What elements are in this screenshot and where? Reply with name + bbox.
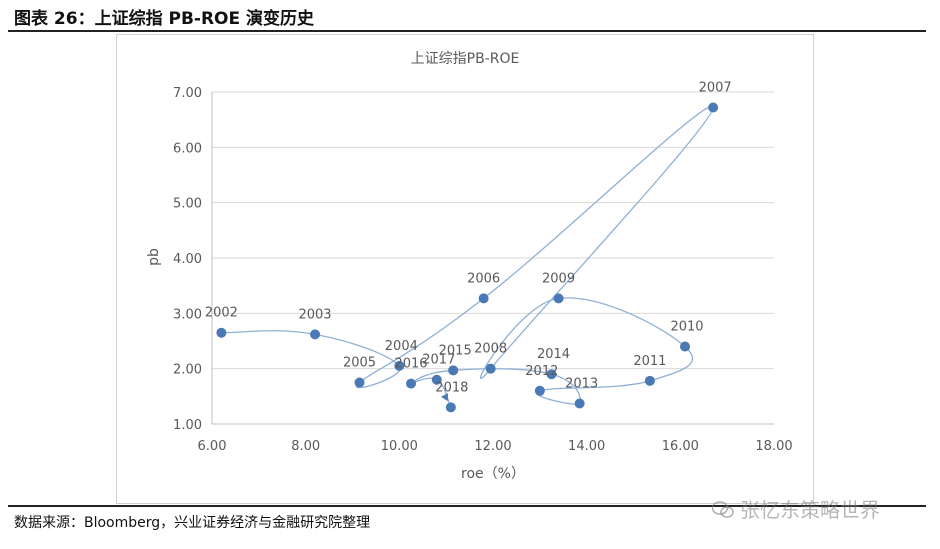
point-label: 2010 — [670, 320, 703, 335]
x-tick-label: 16.00 — [662, 439, 699, 454]
chart-title: 上证综指PB-ROE — [411, 51, 520, 67]
y-tick-label: 5.00 — [173, 197, 202, 212]
data-point — [406, 378, 417, 389]
x-tick-label: 10.00 — [381, 439, 418, 454]
axes — [211, 92, 774, 425]
data-point — [216, 327, 227, 338]
data-point — [485, 363, 496, 374]
y-tick-label: 3.00 — [173, 307, 202, 322]
point-label: 2008 — [474, 342, 507, 357]
y-tick-label: 2.00 — [173, 363, 202, 378]
data-point — [310, 329, 321, 340]
point-label: 2015 — [439, 343, 472, 358]
y-tick-label: 4.00 — [173, 252, 202, 267]
tick-labels: 1.00 2.00 3.00 4.00 5.00 6.00 7.00 6.00 8.00 10.0… — [173, 86, 793, 454]
point-label: 2018 — [435, 380, 468, 395]
data-point — [546, 369, 557, 380]
x-tick-label: 6.00 — [198, 439, 227, 454]
data-point — [534, 385, 545, 396]
point-label: 2013 — [565, 377, 598, 392]
data-point — [448, 365, 459, 376]
point-label: 2004 — [385, 339, 418, 354]
x-tick-label: 8.00 — [291, 439, 320, 454]
y-tick-label: 6.00 — [173, 141, 202, 156]
figure-title: 图表 26：上证综指 PB-ROE 演变历史 — [14, 9, 315, 29]
data-points — [216, 102, 719, 413]
y-axis-label: pb — [146, 248, 162, 266]
point-label: 2011 — [633, 354, 666, 369]
wechat-icon — [711, 500, 734, 518]
end-arrow — [440, 393, 449, 402]
point-labels: 2002 2003 2004 2005 2006 2007 2008 2009 2010 2011… — [205, 80, 732, 395]
watermark: 张忆东策略世界 — [711, 494, 880, 523]
point-label: 2017 — [422, 353, 455, 368]
data-point — [445, 402, 456, 413]
top-rule — [8, 30, 926, 32]
y-tick-label: 1.00 — [173, 418, 202, 433]
x-tick-label: 12.00 — [474, 439, 511, 454]
point-label: 2002 — [205, 306, 238, 321]
point-label: 2009 — [542, 271, 575, 286]
x-tick-label: 18.00 — [755, 439, 792, 454]
data-point — [680, 341, 691, 352]
point-label: 2016 — [394, 357, 427, 372]
data-point — [553, 293, 564, 304]
point-label: 2006 — [467, 271, 500, 286]
point-label: 2012 — [525, 364, 558, 379]
watermark-text: 张忆东策略世界 — [740, 498, 880, 522]
point-label: 2005 — [343, 356, 376, 371]
bottom-rule — [8, 505, 926, 507]
data-point — [354, 377, 365, 388]
point-label: 2003 — [298, 307, 331, 322]
data-point — [394, 360, 405, 371]
x-axis-label: roe（%） — [461, 466, 525, 482]
data-point — [644, 375, 655, 386]
data-point — [431, 374, 442, 385]
x-tick-label: 14.00 — [568, 439, 605, 454]
data-point — [478, 293, 489, 304]
gridlines — [212, 91, 774, 370]
point-label: 2014 — [537, 347, 570, 362]
point-label: 2007 — [699, 80, 732, 95]
chart-frame — [116, 34, 814, 504]
data-point — [708, 102, 719, 113]
y-tick-label: 7.00 — [173, 86, 202, 101]
data-point — [574, 398, 585, 409]
source-note: 数据来源：Bloomberg，兴业证券经济与金融研究院整理 — [14, 515, 371, 531]
